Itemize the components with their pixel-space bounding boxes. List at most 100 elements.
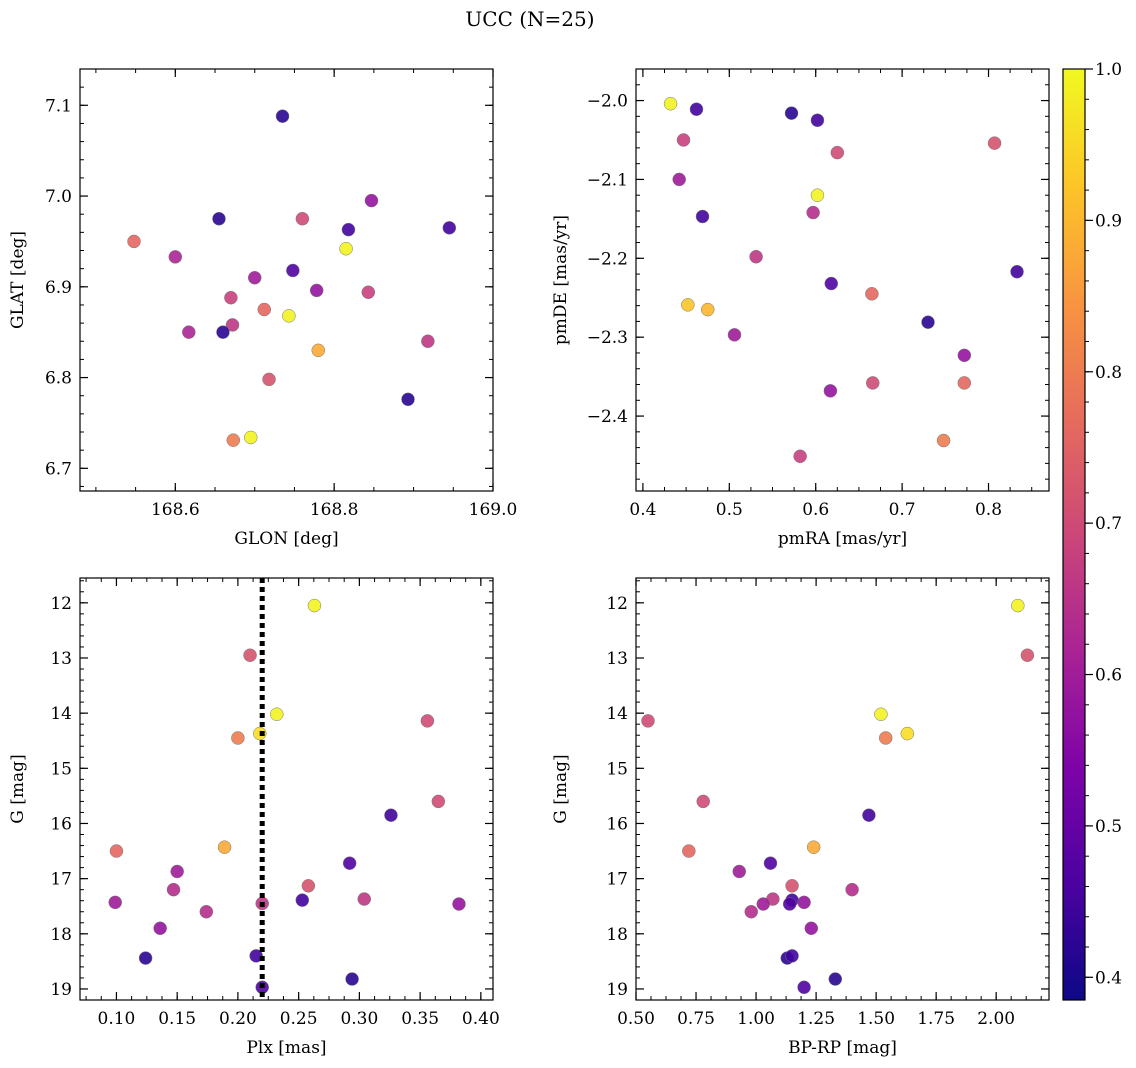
scatter-panel-1: 168.6 168.8 169.0 6.7 6.8 6.9 7.0 7.1 GLON [deg]… xyxy=(8,68,518,549)
x-tick-label: 0.20 xyxy=(219,1009,257,1029)
y-tick-label: 19 xyxy=(606,980,628,1000)
y-tick-label: 7.1 xyxy=(45,96,72,116)
y-tick-label: 15 xyxy=(606,759,628,779)
figure-title: UCC (N=25) xyxy=(465,7,594,31)
y-tick-label: 7.0 xyxy=(45,187,72,207)
scatter-point xyxy=(282,309,296,323)
scatter-point xyxy=(309,283,324,298)
scatter-panel-3: 0.10 0.15 0.20 0.25 0.30 0.35 0.40 12 13 14 15 16 17… xyxy=(8,577,500,1058)
scatter-point xyxy=(727,328,742,342)
x-tick-label: 0.35 xyxy=(401,1009,439,1029)
y-tick-label: 6.9 xyxy=(45,278,72,298)
colorbar-tick-label: 0.6 xyxy=(1095,666,1122,686)
scatter-point xyxy=(247,270,262,285)
scatter-point xyxy=(249,949,263,963)
scatter-point xyxy=(785,879,799,893)
y-tick-label: 18 xyxy=(606,925,628,945)
scatter-point xyxy=(342,856,357,870)
y-axis-label: G [mag] xyxy=(8,754,28,823)
scatter-point xyxy=(845,882,859,897)
scatter-point xyxy=(225,318,240,332)
scatter-point xyxy=(301,879,316,893)
colorbar: 0.4 0.5 0.6 0.7 0.8 0.9 1.0 xyxy=(1062,60,1122,1001)
scatter-point xyxy=(431,794,446,809)
scatter-point xyxy=(749,249,763,264)
y-tick-label: −2.1 xyxy=(587,170,628,190)
y-tick-label: 13 xyxy=(606,649,628,669)
scatter-point xyxy=(865,376,880,390)
scatter-point xyxy=(700,302,715,317)
scatter-point xyxy=(442,221,457,235)
scatter-point xyxy=(307,598,322,613)
x-tick-label: 169.0 xyxy=(469,500,518,520)
scatter-point xyxy=(212,211,226,226)
scatter-point xyxy=(957,376,972,390)
y-axis-label: pmDE [mas/yr] xyxy=(551,215,571,345)
scatter-point xyxy=(226,433,241,447)
x-axis-label: GLON [deg] xyxy=(234,529,338,549)
colorbar-tick-label: 0.9 xyxy=(1095,211,1122,231)
scatter-panel-4: 0.50 0.75 1.00 1.25 1.50 1.75 2.00 12 13 14 15 16 17… xyxy=(551,577,1050,1058)
scatter-point xyxy=(224,290,238,305)
colorbar-tick-label: 0.8 xyxy=(1095,363,1122,383)
scatter-point xyxy=(257,302,272,317)
scatter-point xyxy=(1020,648,1035,662)
scatter-point xyxy=(262,372,276,387)
scatter-point xyxy=(384,808,398,822)
y-axis-label: G [mag] xyxy=(551,754,571,823)
scatter-point xyxy=(217,840,232,854)
x-axis-label: Plx [mas] xyxy=(246,1038,326,1058)
x-tick-label: 0.30 xyxy=(340,1009,378,1029)
scatter-point xyxy=(108,895,122,910)
x-axis-label: pmRA [mas/yr] xyxy=(778,529,907,549)
scatter-point xyxy=(663,96,678,111)
scatter-point xyxy=(168,250,183,264)
scatter-point xyxy=(793,449,807,464)
scatter-point xyxy=(987,136,1002,150)
scatter-point xyxy=(806,840,821,854)
x-tick-label: 0.25 xyxy=(280,1009,318,1029)
x-tick-label: 168.8 xyxy=(310,500,359,520)
scatter-point xyxy=(275,109,290,123)
axes-frame xyxy=(635,577,1050,1001)
scatter-point xyxy=(696,794,710,809)
scatter-point xyxy=(676,133,691,147)
scatter-point xyxy=(763,856,778,870)
scatter-point xyxy=(401,392,415,407)
scatter-point xyxy=(824,276,839,291)
axes-frame xyxy=(79,577,494,1001)
scatter-point xyxy=(936,433,951,448)
scatter-point xyxy=(874,707,888,722)
x-tick-label: 0.6 xyxy=(802,500,829,520)
scatter-point xyxy=(357,892,371,906)
scatter-point xyxy=(862,808,876,822)
y-tick-label: −2.4 xyxy=(587,407,628,427)
colorbar-tick-label: 0.7 xyxy=(1095,514,1122,534)
x-tick-label: 1.75 xyxy=(917,1009,955,1029)
x-tick-label: 1.50 xyxy=(857,1009,895,1029)
scatter-point xyxy=(311,343,326,358)
scatter-point xyxy=(681,298,695,312)
y-tick-label: 17 xyxy=(50,870,72,890)
scatter-point xyxy=(244,430,258,445)
scatter-point xyxy=(878,731,893,745)
y-tick-label: −2.2 xyxy=(587,249,628,269)
scatter-point xyxy=(695,209,710,224)
scatter-point xyxy=(216,325,230,339)
x-tick-label: 0.5 xyxy=(716,500,743,520)
scatter-point xyxy=(109,844,124,858)
scatter-point xyxy=(420,714,435,728)
x-axis-label: BP-RP [mag] xyxy=(788,1038,897,1058)
y-tick-label: 14 xyxy=(50,704,72,724)
x-tick-label: 0.4 xyxy=(629,500,656,520)
scatter-point xyxy=(744,904,759,919)
colorbar-tick-label: 1.0 xyxy=(1095,60,1122,80)
scatter-point xyxy=(810,113,825,128)
y-axis-label: GLAT [deg] xyxy=(8,231,28,329)
scatter-point xyxy=(452,897,466,911)
scatter-point xyxy=(361,285,376,300)
scatter-point xyxy=(339,241,353,256)
scatter-point xyxy=(806,205,820,220)
scatter-point xyxy=(127,234,141,249)
scatter-point xyxy=(804,921,819,936)
